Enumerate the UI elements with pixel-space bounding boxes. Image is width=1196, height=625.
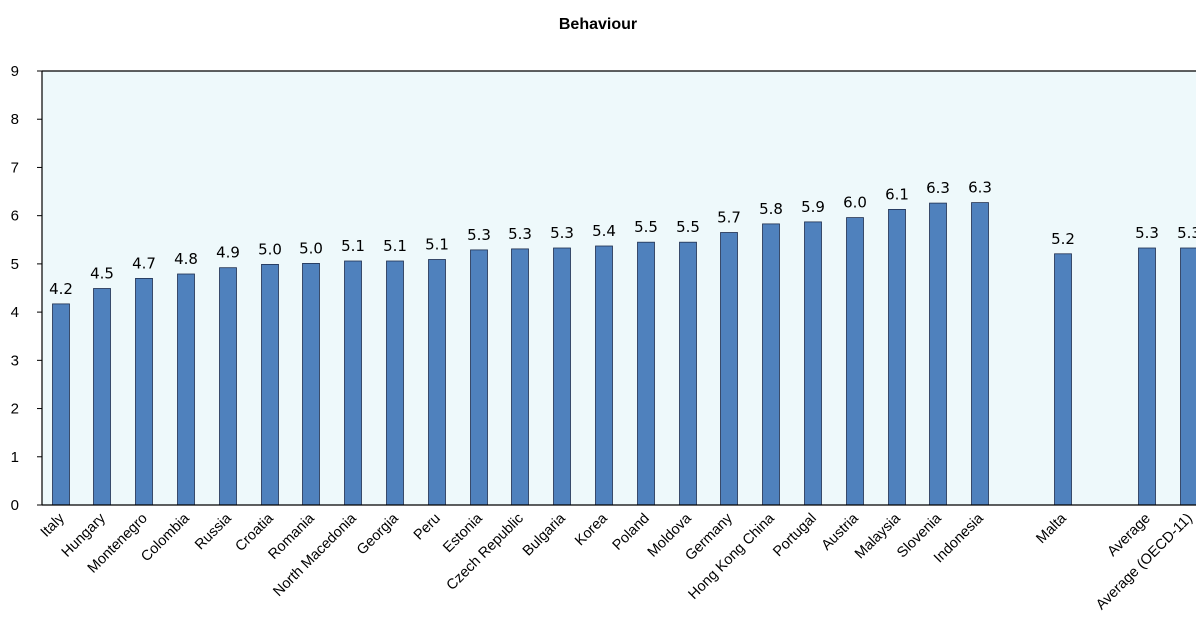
bar-poland (637, 241, 655, 506)
bar-average (1138, 247, 1156, 506)
bar-colombia (177, 273, 195, 506)
data-labels-group: 4.2 4.5 4.7 4.8 4.9 5.0 5.0 5.1 5.1 5.1 5.3 5.3 5.3 5… (49, 179, 1196, 298)
data-label: 6.0 (843, 194, 867, 212)
y-tick-label: 5 (11, 256, 19, 273)
data-label: 6.3 (926, 179, 950, 197)
data-label: 5.9 (801, 198, 825, 216)
bar-georgia (386, 260, 404, 506)
data-label: 5.1 (425, 236, 449, 254)
data-label: 5.3 (550, 224, 574, 242)
bar-hong-kong-china (762, 223, 780, 506)
bar-korea (595, 245, 613, 506)
data-label: 4.8 (174, 250, 198, 268)
data-label: 5.4 (592, 222, 616, 240)
y-tick-label: 1 (11, 449, 19, 466)
bar-austria (846, 217, 864, 506)
bar-czech-republic (511, 248, 529, 506)
bar-average-oecd-11 (1180, 247, 1196, 506)
chart-title: Behaviour (559, 16, 637, 33)
plot-area-background (42, 71, 1196, 505)
x-tick-label: Czech Republic (444, 511, 527, 594)
data-label: 5.3 (1135, 224, 1159, 242)
y-tick-label: 7 (11, 159, 19, 176)
data-label: 5.5 (676, 218, 700, 236)
x-tick-label: Portugal (770, 511, 820, 561)
x-tick-label: Malaysia (852, 510, 904, 562)
x-tick-label: Bulgaria (520, 510, 570, 560)
data-label: 6.3 (968, 179, 992, 197)
data-label: 5.8 (759, 200, 783, 218)
data-label: 5.5 (634, 218, 658, 236)
bars-group (52, 202, 1196, 506)
bar-italy (52, 303, 70, 506)
x-tick-label: Georgia (354, 510, 402, 558)
bar-malta (1054, 253, 1072, 506)
y-tick-label: 8 (11, 111, 19, 128)
data-label: 4.5 (90, 265, 114, 283)
data-label: 4.7 (132, 254, 156, 272)
bar-indonesia (971, 202, 989, 506)
x-tick-label: Italy (38, 510, 69, 541)
x-tick-label: Korea (572, 510, 611, 549)
data-label: 6.1 (885, 185, 909, 203)
bar-slovenia (929, 202, 947, 506)
data-label: 5.1 (341, 237, 365, 255)
data-label: 5.3 (1177, 224, 1196, 242)
y-tick-label: 9 (11, 63, 19, 80)
bar-north-macedonia (344, 260, 362, 506)
data-label: 5.2 (1051, 230, 1075, 248)
data-label: 5.0 (299, 239, 323, 257)
y-tick-label: 3 (11, 352, 19, 369)
y-tick-label: 4 (11, 304, 19, 321)
plot-frame (42, 70, 1196, 506)
bar-germany (720, 232, 738, 506)
bar-bulgaria (553, 247, 571, 506)
y-tick-label: 2 (11, 401, 19, 418)
bar-estonia (470, 249, 488, 506)
data-label: 4.9 (216, 244, 240, 262)
bar-montenegro (135, 277, 153, 506)
x-tick-label: Malta (1033, 510, 1070, 547)
data-label: 4.2 (49, 280, 73, 298)
y-tick-label: 0 (11, 497, 19, 514)
data-label: 5.0 (258, 240, 282, 258)
x-tick-label: Russia (192, 510, 235, 553)
y-axis: 0 1 2 3 4 5 6 7 8 9 (11, 63, 43, 514)
bar-croatia (261, 263, 279, 506)
bar-portugal (804, 221, 822, 506)
bar-romania (302, 262, 320, 506)
bar-moldova (679, 241, 697, 506)
data-label: 5.3 (467, 226, 491, 244)
data-label: 5.3 (508, 225, 532, 243)
bar-hungary (93, 288, 111, 506)
x-tick-label: Peru (411, 511, 444, 544)
bar-russia (219, 267, 237, 506)
bar-peru (428, 259, 446, 506)
data-label: 5.7 (717, 209, 741, 227)
data-label: 5.1 (383, 237, 407, 255)
bar-malaysia (888, 208, 906, 506)
y-tick-label: 6 (11, 208, 19, 225)
